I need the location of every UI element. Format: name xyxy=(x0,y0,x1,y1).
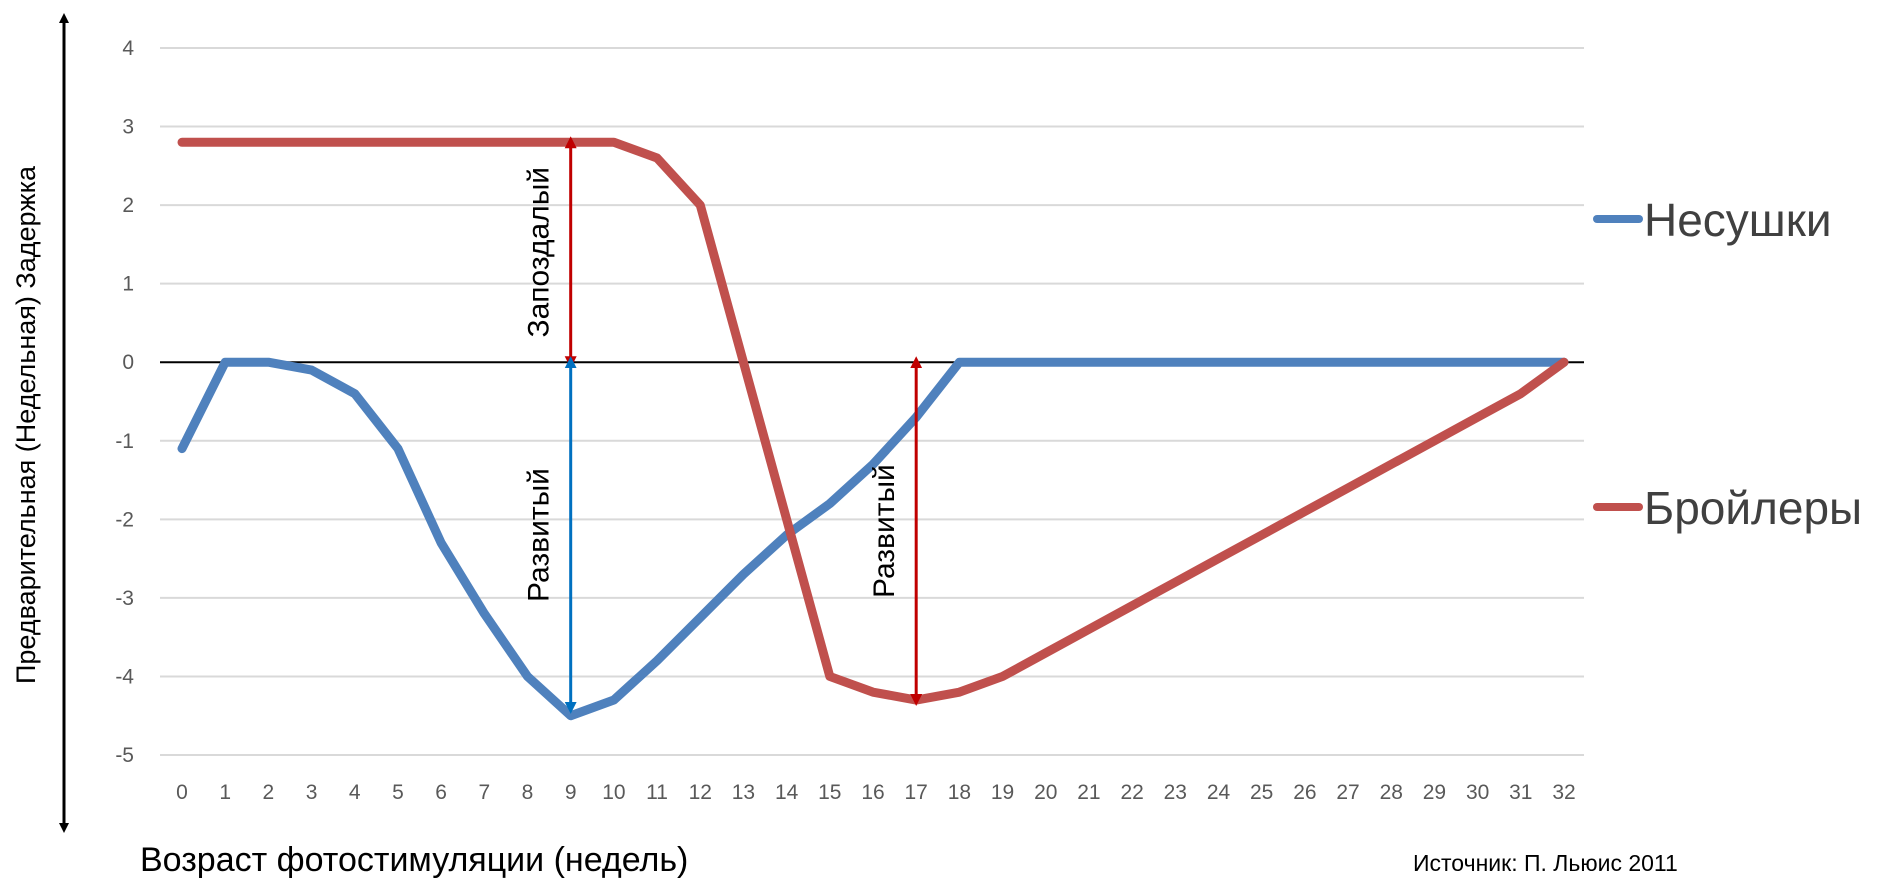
x-tick-label: 22 xyxy=(1120,781,1143,804)
y-tick-label: 0 xyxy=(122,351,134,374)
y-tick-label: -3 xyxy=(115,587,134,610)
x-tick-label: 26 xyxy=(1293,781,1316,804)
x-tick-label: 14 xyxy=(775,781,799,804)
x-tick-label: 18 xyxy=(948,781,971,804)
x-tick-label: 17 xyxy=(905,781,928,804)
x-tick-label: 0 xyxy=(176,781,188,804)
x-tick-label: 25 xyxy=(1250,781,1273,804)
x-tick-label: 23 xyxy=(1164,781,1187,804)
y-tick-label: -1 xyxy=(115,430,134,453)
x-tick-label: 3 xyxy=(306,781,318,804)
x-tick-label: 5 xyxy=(392,781,404,804)
x-tick-label: 12 xyxy=(689,781,712,804)
annotation-label-2: Развитый xyxy=(868,464,901,598)
x-tick-label: 30 xyxy=(1466,781,1489,804)
y-tick-label: -4 xyxy=(115,665,134,688)
x-tick-label: 8 xyxy=(522,781,534,804)
x-tick-label: 7 xyxy=(478,781,490,804)
x-tick-label: 21 xyxy=(1077,781,1100,804)
x-tick-label: 10 xyxy=(602,781,625,804)
x-tick-label: 16 xyxy=(861,781,884,804)
x-tick-label: 27 xyxy=(1336,781,1359,804)
grid xyxy=(160,47,1584,756)
x-tick-label: 32 xyxy=(1552,781,1575,804)
x-tick-label: 20 xyxy=(1034,781,1057,804)
series-lines xyxy=(177,137,1569,721)
x-tick-label: 15 xyxy=(818,781,841,804)
y-tick-label: 4 xyxy=(122,37,134,60)
x-axis-label: Возраст фотостимуляции (недель) xyxy=(140,841,688,879)
source-note: Источник: П. Льюис 2011 xyxy=(1413,850,1678,876)
y-tick-labels: 4 3 2 1 0 -1 -2 -3 -4 -5 xyxy=(115,37,134,767)
y-tick-label: -5 xyxy=(115,744,134,767)
x-tick-label: 1 xyxy=(219,781,231,804)
y-axis-label: Предварительная (Недельная) Задержка xyxy=(11,165,41,684)
y-tick-label: 2 xyxy=(122,194,134,217)
x-tick-label: 28 xyxy=(1380,781,1403,804)
series-line-1 xyxy=(177,137,1569,705)
x-tick-label: 4 xyxy=(349,781,361,804)
y-tick-label: 3 xyxy=(122,116,134,139)
x-tick-label: 11 xyxy=(646,781,668,804)
annotation-label-0: Запоздалый xyxy=(523,167,556,338)
x-tick-label: 6 xyxy=(435,781,447,804)
legend-label-layers: Несушки xyxy=(1644,194,1832,246)
x-tick-label: 31 xyxy=(1509,781,1532,804)
series-line-0 xyxy=(177,357,1569,721)
legend: Несушки Бройлеры xyxy=(1593,194,1862,534)
legend-label-broilers: Бройлеры xyxy=(1644,482,1862,534)
x-tick-label: 29 xyxy=(1423,781,1446,804)
x-tick-label: 2 xyxy=(263,781,275,804)
annotation-arrows: Запоздалый Развитый Развитый xyxy=(523,136,923,714)
x-tick-labels: 0 1 2 3 4 5 6 7 8 9 10 11 12 13 14 15 16 17 18 19 20 21 22 23 24… xyxy=(176,781,1576,804)
x-tick-label: 24 xyxy=(1207,781,1231,804)
y-tick-label: 1 xyxy=(122,273,134,296)
x-tick-label: 19 xyxy=(991,781,1014,804)
y-tick-label: -2 xyxy=(115,508,134,531)
x-tick-label: 13 xyxy=(732,781,755,804)
x-tick-label: 9 xyxy=(565,781,577,804)
annotation-label-1: Развитый xyxy=(523,468,556,602)
